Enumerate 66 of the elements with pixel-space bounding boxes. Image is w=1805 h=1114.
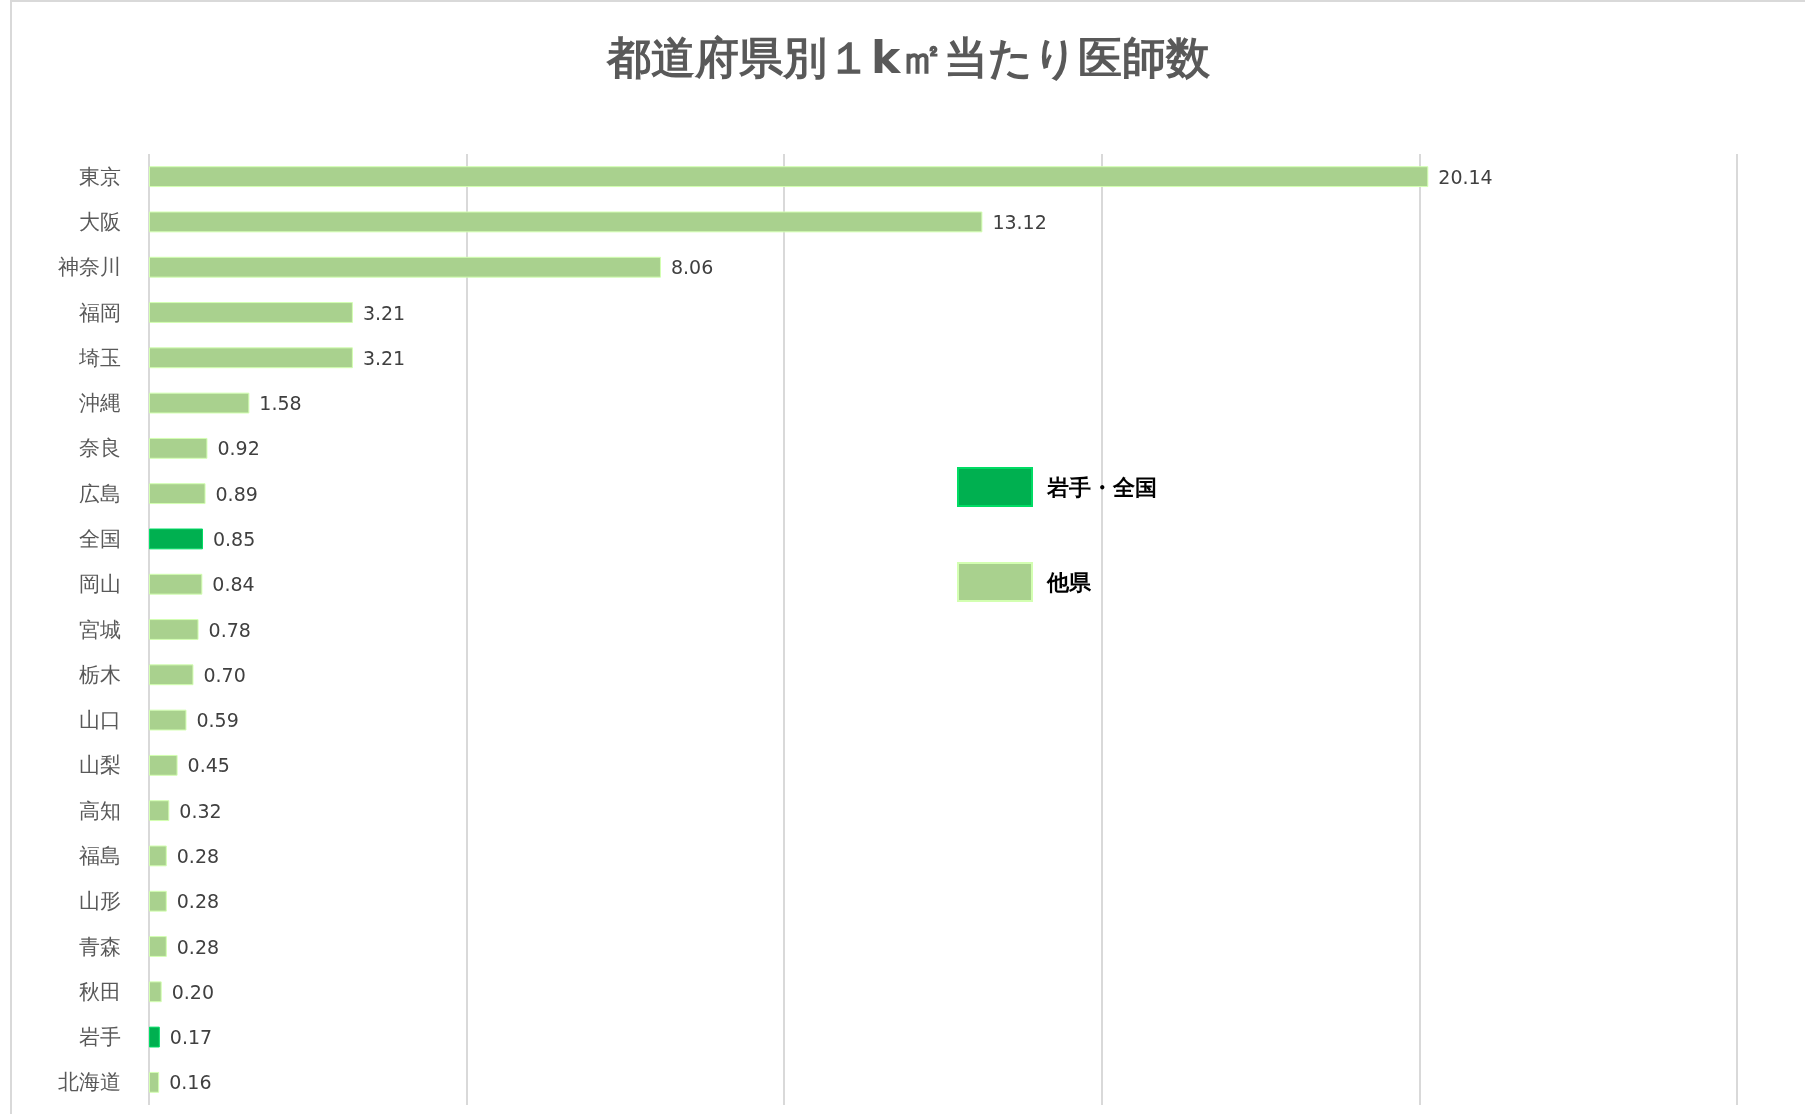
data-label: 1.58: [259, 392, 302, 415]
data-label: 0.20: [171, 980, 215, 1003]
bar: [149, 256, 661, 278]
bar: [149, 1026, 160, 1048]
data-label: 0.59: [196, 709, 239, 732]
bar: [149, 437, 208, 459]
bar: [149, 800, 170, 822]
bar: [149, 347, 353, 369]
bar: [149, 619, 199, 640]
data-label: 0.85: [212, 527, 256, 550]
y-tick-label: 山口: [79, 708, 121, 733]
data-label: 0.28: [176, 935, 220, 958]
y-tick-label: 青森: [79, 934, 121, 959]
data-label: 3.21: [362, 346, 406, 369]
bar: [149, 845, 167, 867]
data-label: 3.21: [362, 301, 406, 324]
y-tick-label: 埼玉: [78, 345, 121, 370]
data-label: 20.14: [1438, 165, 1493, 188]
y-tick-label: 広島: [79, 481, 121, 506]
data-label: 0.45: [187, 754, 230, 777]
y-tick-label: 東京: [79, 164, 121, 189]
data-label: 0.17: [169, 1026, 213, 1049]
y-tick-label: 栃木: [79, 662, 121, 687]
data-label: 0.28: [176, 844, 220, 867]
bar: [149, 664, 194, 686]
data-label: 0.70: [203, 663, 246, 686]
y-tick-label: 沖縄: [79, 391, 121, 416]
bar: [149, 1071, 160, 1093]
data-label: 0.84: [212, 573, 255, 596]
y-tick-label: 福島: [79, 843, 121, 868]
data-label: 8.06: [670, 256, 714, 279]
y-tick-label: 大阪: [79, 209, 121, 234]
bar: [149, 483, 206, 505]
bar: [149, 981, 162, 1003]
y-tick-label: 北海道: [58, 1070, 121, 1095]
y-tick-label: 高知: [79, 798, 121, 823]
y-tick-label: 全国: [79, 526, 121, 551]
data-label: 0.32: [179, 799, 222, 822]
data-label: 0.92: [217, 437, 260, 460]
y-tick-label: 宮城: [79, 617, 121, 642]
bar: [149, 754, 178, 776]
bar: [149, 211, 983, 233]
y-tick-label: 山梨: [79, 753, 121, 778]
y-tick-label: 岩手: [79, 1025, 121, 1050]
bar: [149, 528, 203, 550]
y-tick-label: 秋田: [79, 979, 121, 1004]
legend-label: 他県: [1046, 569, 1092, 595]
bar: [149, 166, 1429, 188]
bar: [149, 890, 167, 912]
bar: [149, 936, 167, 957]
chart-title: 都道府県別１k㎡当たり医師数: [605, 31, 1212, 83]
bar: [149, 573, 203, 595]
y-tick-label: 福岡: [79, 300, 121, 325]
y-tick-label: 神奈川: [58, 255, 121, 280]
y-tick-label: 奈良: [79, 436, 121, 461]
legend-label: 岩手・全国: [1046, 474, 1157, 500]
bar: [149, 302, 353, 323]
data-label: 0.28: [176, 890, 220, 913]
bar: [149, 392, 250, 414]
y-tick-label: 岡山: [79, 572, 121, 597]
data-label: 0.16: [169, 1071, 212, 1094]
data-label: 13.12: [992, 210, 1047, 233]
y-tick-label: 山形: [79, 889, 121, 914]
data-label: 0.89: [215, 482, 258, 505]
data-label: 0.78: [208, 618, 251, 641]
bar: [149, 709, 187, 731]
